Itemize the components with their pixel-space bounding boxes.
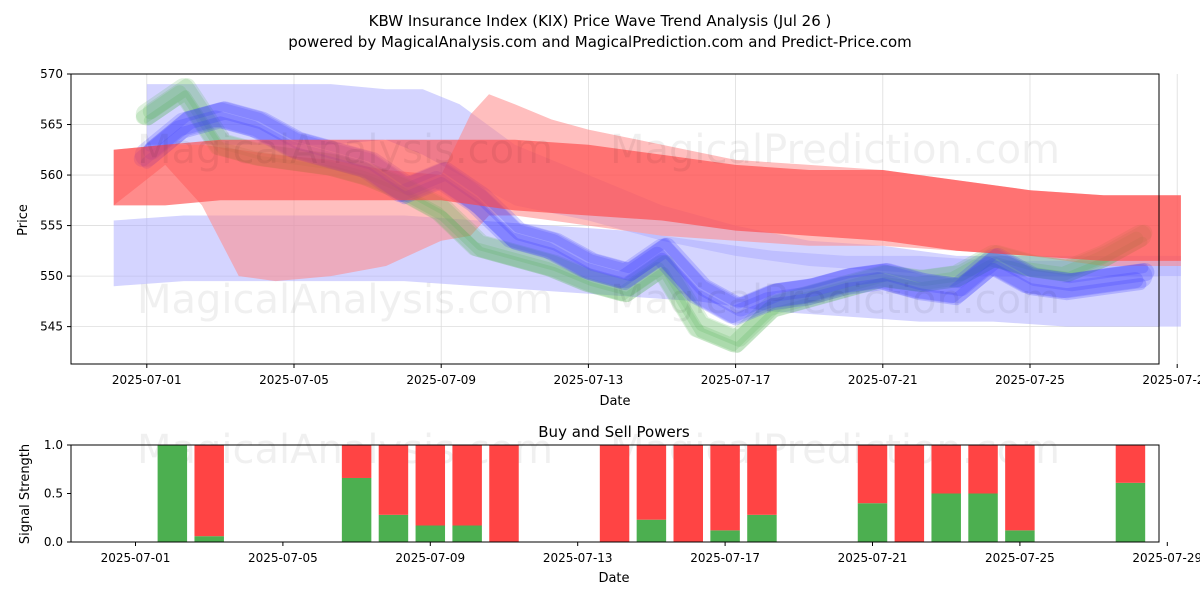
sell-bar [673,445,703,542]
top-ylabel: Price [16,204,31,236]
sell-bar [710,445,740,531]
buy-bar [1115,482,1146,542]
buy-bar [857,503,888,542]
signal-x-tick-label: 2025-07-21 [838,551,908,565]
watermark-analysis-top: MagicalAnalysis.com [137,127,553,173]
sell-bar [415,445,446,526]
signal-x-tick-label: 2025-07-13 [543,551,613,565]
sell-bar [931,445,961,494]
buy-bar [710,530,740,542]
red-band [113,139,1181,261]
y-tick-label: 545 [40,320,63,334]
y-tick-label: 570 [40,67,63,81]
signal-x-tick-label: 2025-07-05 [248,551,318,565]
buy-bar [452,525,482,542]
buy-bar [341,477,372,542]
sell-bar [636,445,667,520]
sell-bar [894,445,925,542]
signal-x-tick-label: 2025-07-25 [985,551,1055,565]
bottom-chart-title: Buy and Sell Powers [538,423,690,441]
sell-bar [378,445,409,515]
sell-bar [599,445,630,542]
bottom-xlabel: Date [598,571,629,586]
bottom-axes: 0.0 0.5 1.0 2025-07-01 2025-07-05 2025-07-09 2… [44,438,1200,565]
sell-bar [194,445,224,537]
sell-bar [341,445,372,478]
top-watermarks: MagicalPrediction.com MagicalAnalysis.co… [137,127,1060,323]
y-tick-label: 565 [40,118,63,132]
signal-bars [157,445,1146,542]
signal-x-tick-label: 2025-07-29 [1132,551,1200,565]
signal-x-tick-label: 2025-07-01 [101,551,171,565]
sell-bar [1115,445,1146,483]
x-tick-label: 2025-07-01 [112,373,182,387]
x-tick-label: 2025-07-25 [995,373,1065,387]
sell-bar [1005,445,1035,531]
x-tick-label: 2025-07-21 [848,373,918,387]
signal-y-tick-label: 0.0 [44,535,63,549]
top-plot-frame [70,73,1160,365]
watermark-analysis: MagicalAnalysis.com [137,277,553,323]
buy-bar [636,519,667,542]
buy-bar [378,514,409,542]
light-blue-band [146,84,1181,277]
sell-bar [968,445,998,494]
x-tick-label: 2025-07-05 [259,373,329,387]
buy-bar [747,514,777,542]
price-waves [113,78,1181,353]
signal-y-tick-label: 0.5 [44,487,63,501]
signal-y-tick-label: 1.0 [44,438,63,452]
y-tick-label: 555 [40,219,63,233]
watermark-prediction-bottom: MagicalPrediction.com [610,277,1060,323]
y-tick-label: 550 [40,269,63,283]
buy-bar [415,525,446,542]
x-tick-label: 2025-07-09 [406,373,476,387]
buy-bar [1005,530,1035,542]
sell-bar [857,445,888,504]
signal-x-tick-label: 2025-07-17 [690,551,760,565]
x-tick-label: 2025-07-17 [701,373,771,387]
x-tick-label: 2025-07-13 [554,373,624,387]
x-tick-label: 2025-07-29 [1142,373,1200,387]
sell-bar [747,445,777,515]
top-axes: 545 550 555 560 565 570 2025-07-01 2025-07-05 20… [40,67,1200,387]
sell-bar [452,445,482,526]
buy-bar [931,493,961,542]
signal-x-tick-label: 2025-07-09 [395,551,465,565]
sell-bar [489,445,519,542]
y-tick-label: 560 [40,168,63,182]
buy-bar [968,493,998,542]
chart-title-line2: powered by MagicalAnalysis.com and Magic… [288,33,912,51]
buy-bar [157,445,188,542]
bottom-ylabel: Signal Strength [18,444,33,544]
buy-bar [194,536,224,542]
top-xlabel: Date [599,394,630,409]
chart-title-line1: KBW Insurance Index (KIX) Price Wave Tre… [369,12,832,30]
watermark-prediction: MagicalPrediction.com [610,127,1060,173]
